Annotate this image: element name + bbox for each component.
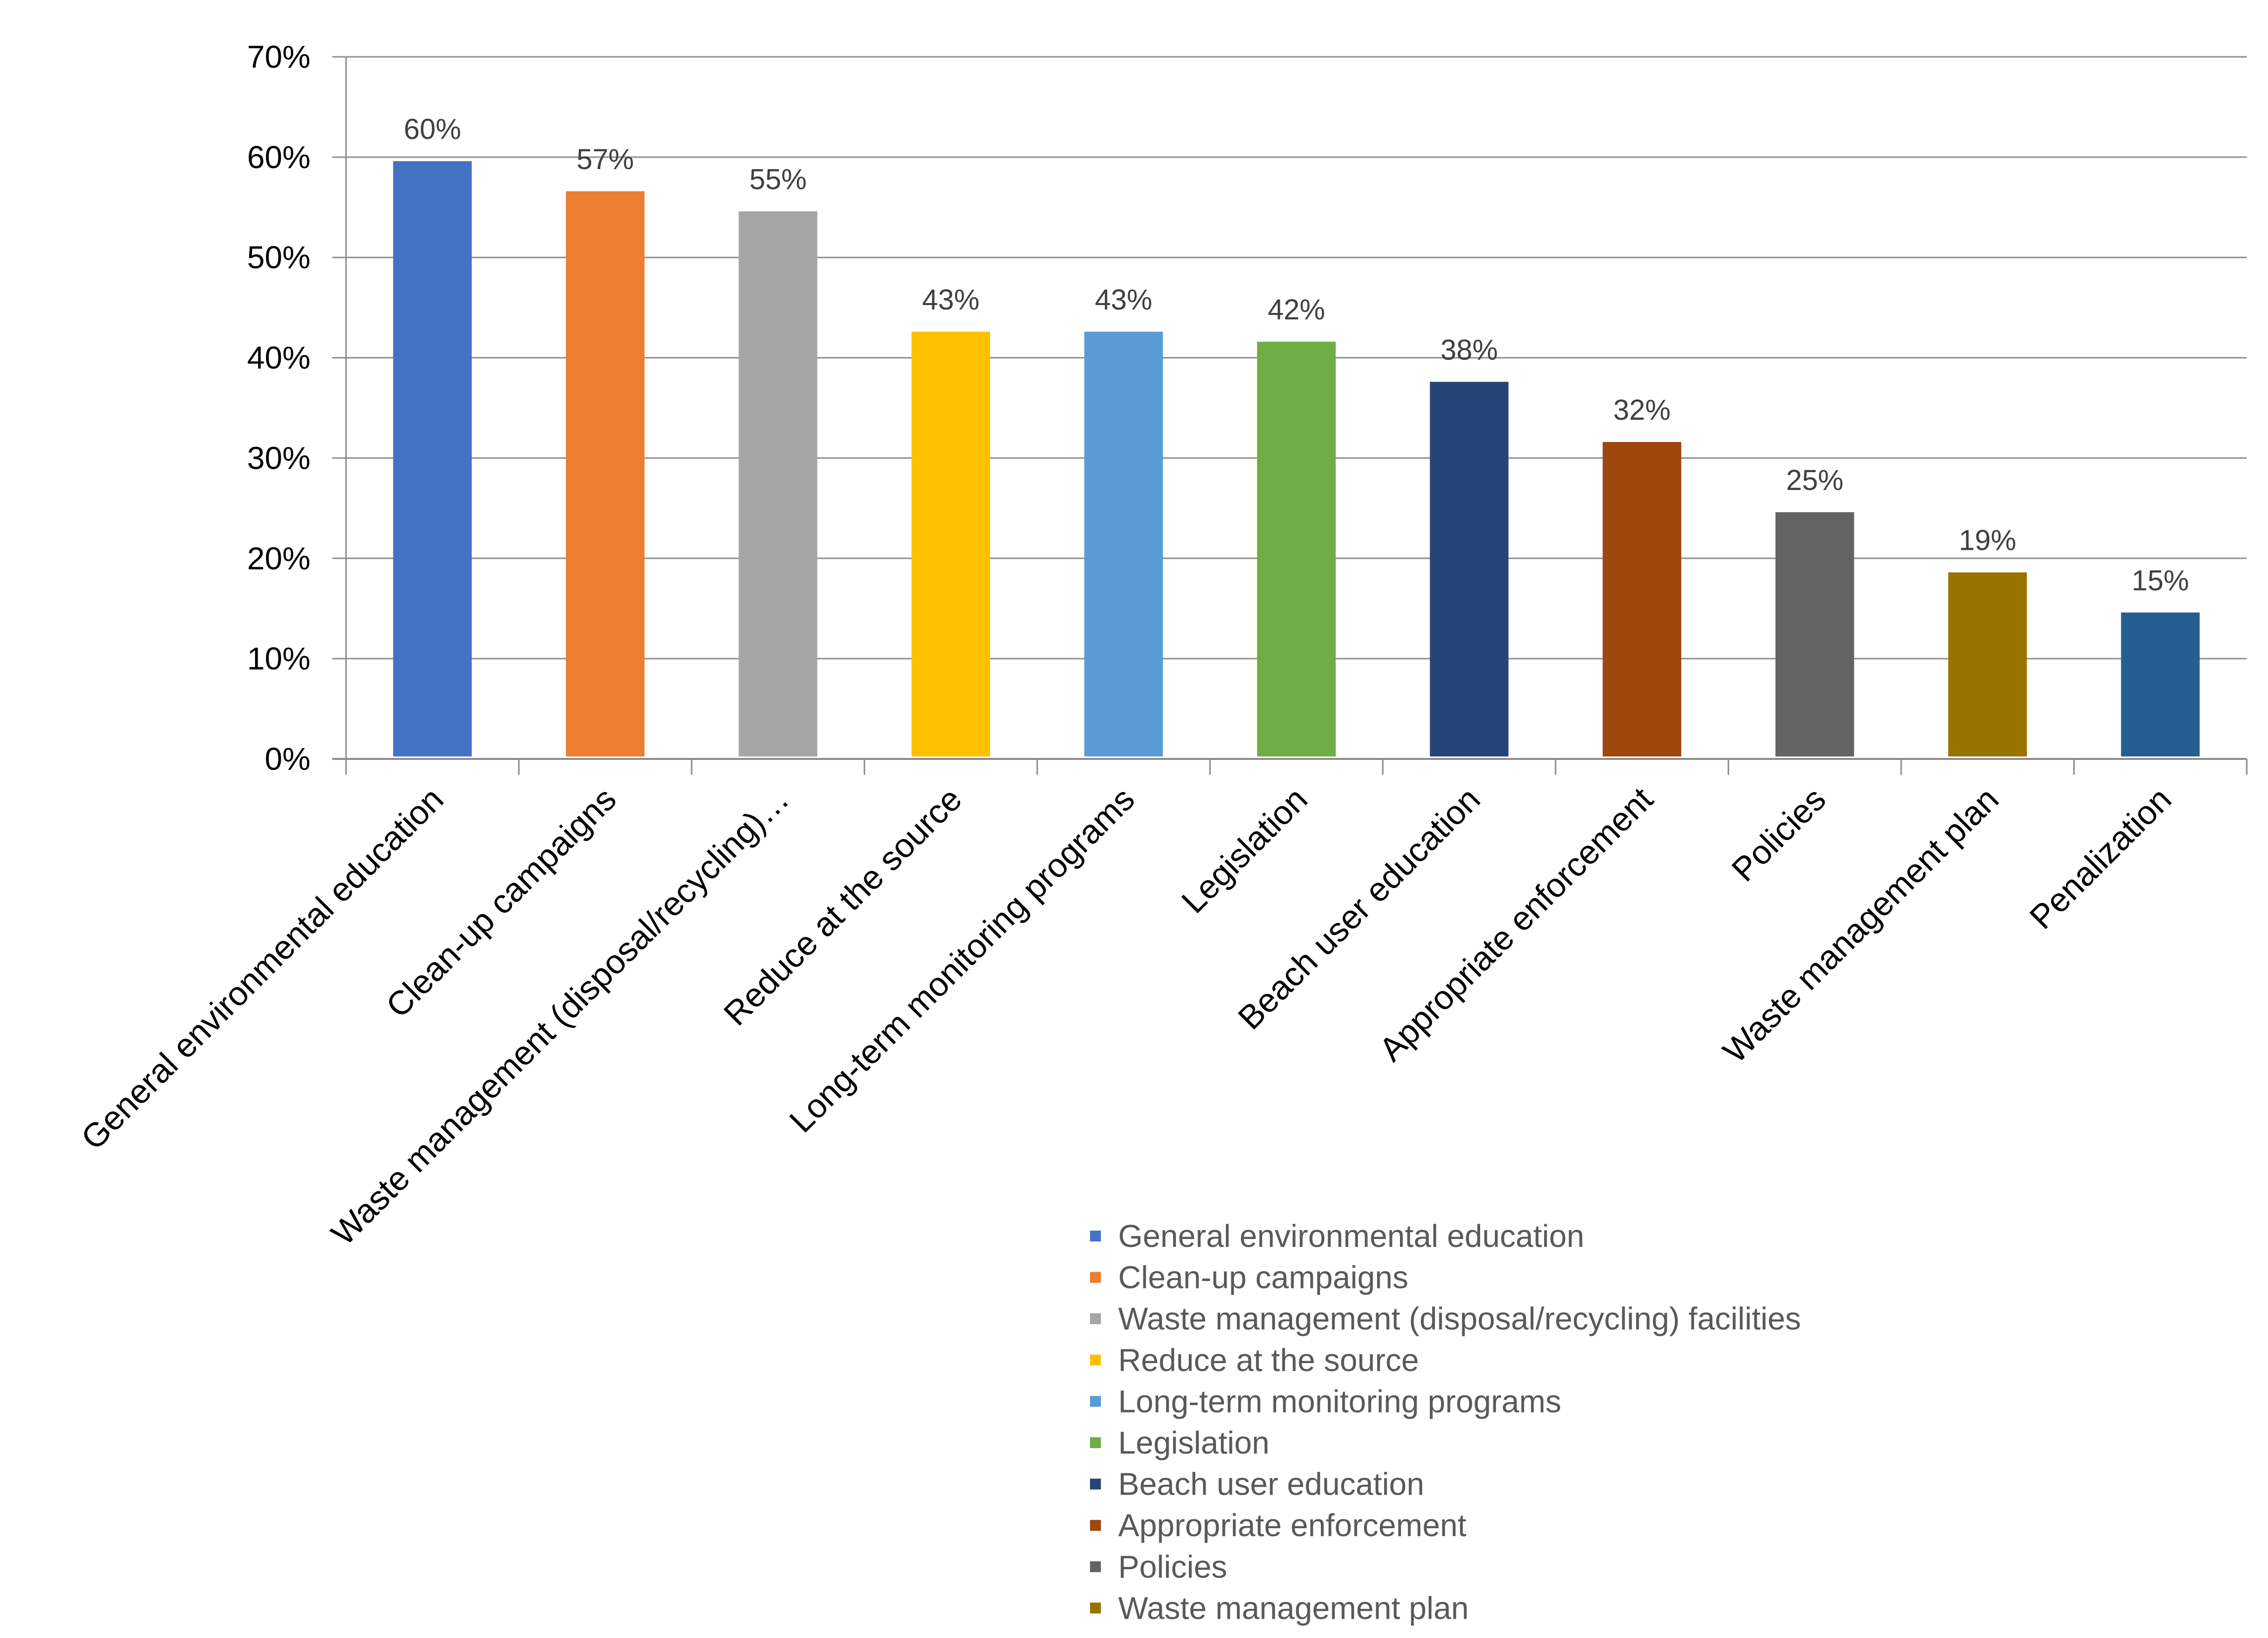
data-label: 38%: [1440, 334, 1498, 366]
data-label: 55%: [749, 163, 807, 195]
bar: [1257, 342, 1336, 756]
data-label: 15%: [2132, 565, 2189, 597]
bar: [1948, 572, 2027, 756]
legend-swatch: [1090, 1272, 1101, 1283]
legend-label: Legislation: [1118, 1425, 1269, 1461]
bar: [393, 161, 472, 756]
bar: [2121, 612, 2200, 756]
y-tick-label: 60%: [247, 139, 310, 175]
y-tick-label: 10%: [247, 641, 310, 676]
data-label: 42%: [1267, 294, 1325, 326]
legend-swatch: [1090, 1231, 1101, 1241]
legend: General environmental education Clean-up …: [1090, 1218, 1801, 1626]
y-tick-label: 30%: [247, 440, 310, 476]
bars: [393, 161, 2200, 756]
bar: [1775, 512, 1854, 756]
data-label: 19%: [1959, 525, 2016, 557]
legend-label: General environmental education: [1118, 1218, 1584, 1254]
bar: [911, 331, 990, 756]
legend-label: Waste management (disposal/recycling) fa…: [1118, 1301, 1801, 1336]
data-label: 43%: [1095, 284, 1152, 316]
bar: [739, 211, 818, 756]
data-label: 32%: [1614, 394, 1671, 426]
legend-swatch: [1090, 1478, 1101, 1490]
legend-swatch: [1090, 1520, 1101, 1531]
legend-swatch: [1090, 1354, 1101, 1366]
legend-label: Beach user education: [1118, 1466, 1424, 1502]
legend-label: Long-term monitoring programs: [1118, 1383, 1561, 1419]
data-label: 57%: [576, 143, 634, 176]
legend-label: Waste management plan: [1118, 1590, 1469, 1626]
bar: [1430, 382, 1509, 756]
data-label: 25%: [1786, 464, 1843, 496]
legend-swatch: [1090, 1602, 1101, 1614]
y-tick-label: 50%: [247, 240, 310, 275]
bar: [566, 191, 645, 756]
data-label: 43%: [922, 284, 979, 316]
legend-swatch: [1090, 1561, 1101, 1572]
y-tick-label: 0%: [265, 741, 311, 777]
legend-swatch: [1090, 1396, 1101, 1407]
y-tick-label: 70%: [247, 39, 310, 75]
data-label: 60%: [404, 113, 461, 145]
legend-label: Policies: [1118, 1549, 1227, 1585]
legend-label: Appropriate enforcement: [1118, 1507, 1467, 1543]
y-tick-label: 40%: [247, 340, 310, 376]
bar: [1084, 331, 1163, 756]
legend-label: Reduce at the source: [1118, 1342, 1419, 1378]
legend-label: Clean-up campaigns: [1118, 1260, 1408, 1295]
legend-swatch: [1090, 1313, 1101, 1325]
data-labels: 60% 57% 55% 43% 43% 42% 38% 32% 25% 19% 15%: [404, 113, 2189, 597]
axes: 0% 10% 20% 30% 40% 50% 60% 70%: [247, 39, 2248, 777]
y-tick-label: 20%: [247, 540, 310, 576]
bar: [1603, 442, 1682, 756]
legend-swatch: [1090, 1437, 1101, 1448]
